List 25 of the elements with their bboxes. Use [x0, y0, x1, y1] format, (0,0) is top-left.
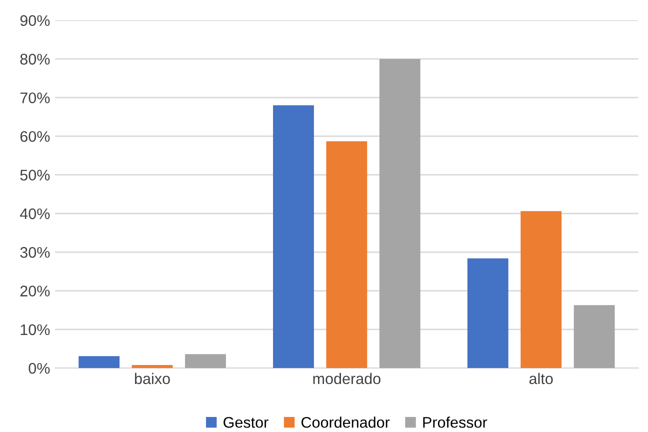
y-tick-label: 80% [20, 54, 50, 65]
y-tick-label: 0% [28, 362, 50, 374]
legend-label: Professor [423, 416, 488, 428]
bar [185, 354, 226, 368]
legend-label: Coordenador [302, 416, 390, 428]
y-tick-label: 10% [20, 324, 50, 336]
bar [520, 211, 562, 368]
y-tick-label: 40% [20, 208, 50, 220]
y-tick-label: 20% [20, 286, 50, 296]
x-tick-label: moderado [313, 372, 380, 384]
y-tick-label: 60% [20, 131, 50, 142]
bar [273, 105, 314, 368]
bar [78, 356, 120, 368]
x-tick-label: alto [529, 372, 553, 384]
y-tick-label: 90% [20, 15, 50, 26]
y-tick-label: 30% [20, 247, 50, 258]
bar [574, 305, 615, 368]
bar [379, 58, 420, 368]
y-tick-label: 70% [20, 92, 50, 104]
y-tick-label: 50% [20, 170, 50, 181]
bar [467, 258, 508, 368]
x-tick-label: baixo [135, 372, 170, 384]
bar [132, 364, 173, 368]
bar [326, 141, 368, 368]
legend-label: Gestor [224, 416, 268, 428]
